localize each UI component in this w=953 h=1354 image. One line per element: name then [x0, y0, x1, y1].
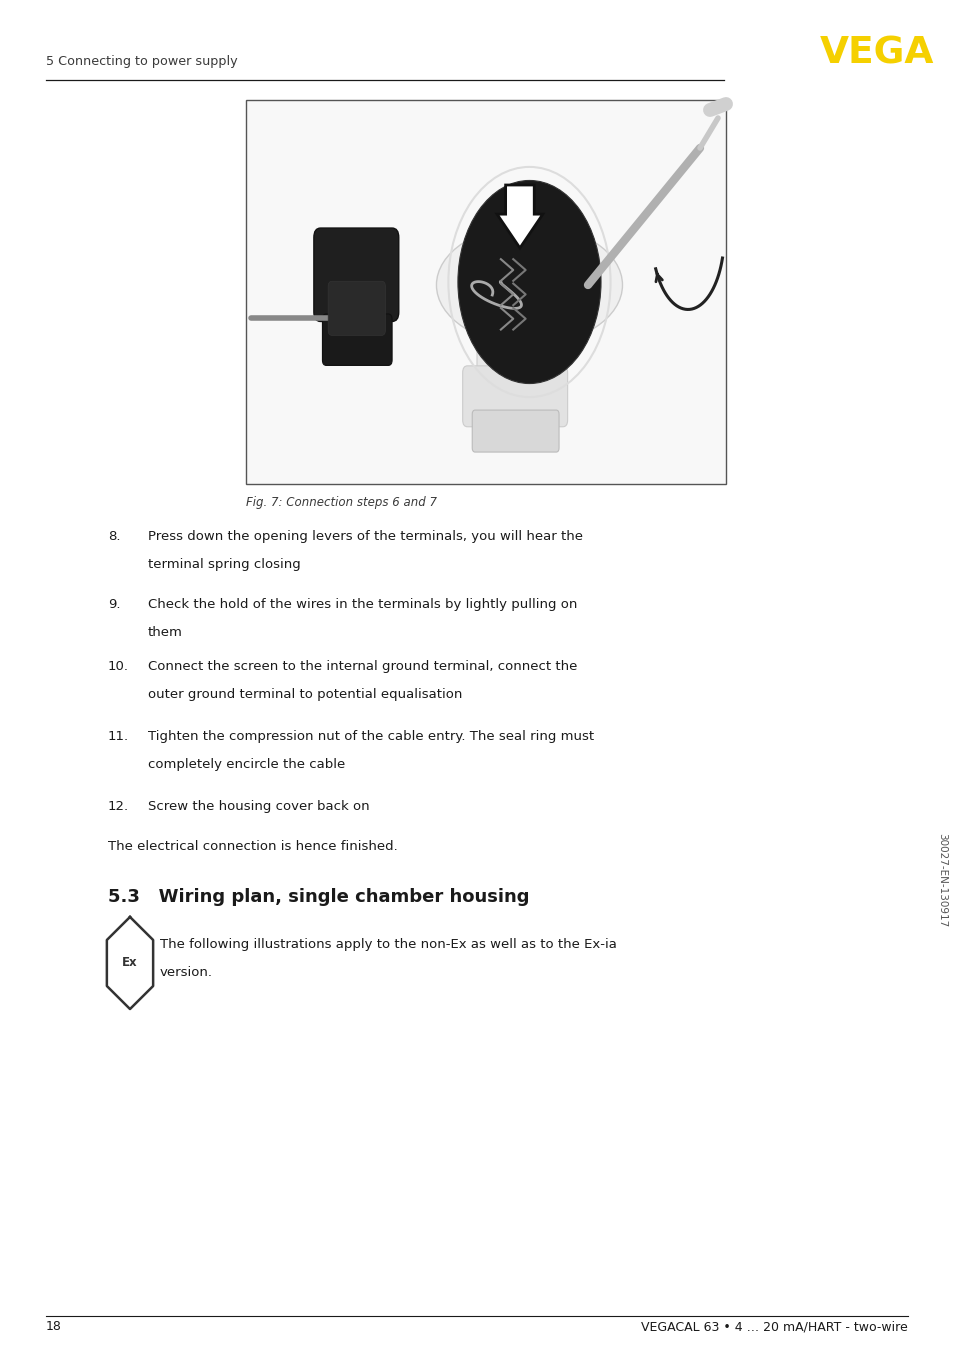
- Text: 18: 18: [46, 1320, 62, 1332]
- Text: Screw the housing cover back on: Screw the housing cover back on: [148, 800, 369, 812]
- Ellipse shape: [436, 225, 622, 345]
- FancyBboxPatch shape: [462, 366, 567, 427]
- Text: 8.: 8.: [108, 529, 120, 543]
- PathPatch shape: [497, 185, 542, 248]
- Text: Connect the screen to the internal ground terminal, connect the: Connect the screen to the internal groun…: [148, 659, 577, 673]
- Text: 12.: 12.: [108, 800, 129, 812]
- Text: them: them: [148, 626, 183, 639]
- Text: Ex: Ex: [122, 956, 137, 969]
- FancyBboxPatch shape: [314, 227, 398, 321]
- Text: version.: version.: [160, 965, 213, 979]
- Text: VEGACAL 63 • 4 … 20 mA/HART - two-wire: VEGACAL 63 • 4 … 20 mA/HART - two-wire: [640, 1320, 907, 1332]
- Text: Fig. 7: Connection steps 6 and 7: Fig. 7: Connection steps 6 and 7: [246, 496, 436, 509]
- Text: 10.: 10.: [108, 659, 129, 673]
- Text: Press down the opening levers of the terminals, you will hear the: Press down the opening levers of the ter…: [148, 529, 582, 543]
- FancyBboxPatch shape: [472, 410, 558, 452]
- Circle shape: [457, 180, 600, 383]
- FancyBboxPatch shape: [476, 328, 553, 402]
- FancyBboxPatch shape: [322, 314, 392, 366]
- Text: completely encircle the cable: completely encircle the cable: [148, 758, 345, 770]
- Text: The following illustrations apply to the non-Ex as well as to the Ex-ia: The following illustrations apply to the…: [160, 938, 617, 951]
- Text: The electrical connection is hence finished.: The electrical connection is hence finis…: [108, 839, 397, 853]
- Text: Tighten the compression nut of the cable entry. The seal ring must: Tighten the compression nut of the cable…: [148, 730, 594, 743]
- Text: outer ground terminal to potential equalisation: outer ground terminal to potential equal…: [148, 688, 462, 701]
- Text: 11.: 11.: [108, 730, 129, 743]
- FancyBboxPatch shape: [328, 282, 385, 336]
- Text: 30027-EN-130917: 30027-EN-130917: [936, 833, 946, 927]
- Text: 5.3   Wiring plan, single chamber housing: 5.3 Wiring plan, single chamber housing: [108, 888, 529, 906]
- Text: Check the hold of the wires in the terminals by lightly pulling on: Check the hold of the wires in the termi…: [148, 598, 577, 611]
- Text: 9.: 9.: [108, 598, 120, 611]
- Bar: [246, 100, 725, 483]
- Text: VEGA: VEGA: [820, 37, 933, 72]
- Text: 5 Connecting to power supply: 5 Connecting to power supply: [46, 56, 237, 68]
- Text: terminal spring closing: terminal spring closing: [148, 558, 300, 571]
